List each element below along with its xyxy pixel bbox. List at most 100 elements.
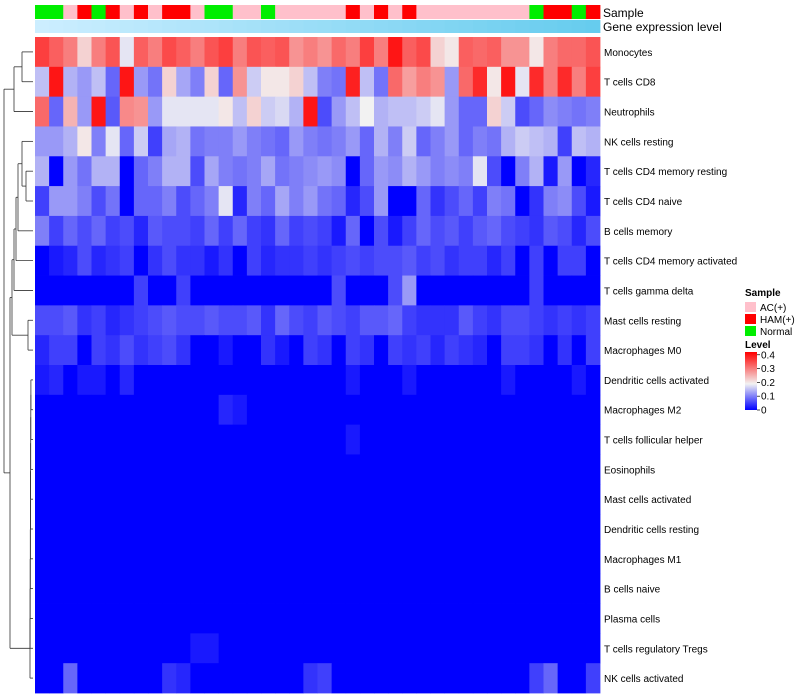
row-label: T cells gamma delta [604, 286, 694, 297]
heatmap-cell [190, 543, 205, 575]
heatmap-cell [345, 305, 361, 336]
heatmap-cell [204, 365, 220, 396]
heatmap-cell [543, 126, 559, 157]
level-legend: Level 0.4 0.3 0.2 0.1 0 [745, 340, 775, 417]
heatmap-cell [289, 365, 304, 396]
heatmap-cell [585, 633, 601, 664]
row-label: Dendritic cells activated [604, 376, 709, 387]
heatmap-cell [246, 424, 262, 455]
heatmap-cell [190, 365, 205, 396]
row-label: T cells CD8 [604, 78, 656, 89]
row-label: T cells follicular helper [604, 436, 703, 447]
heatmap-cell [501, 215, 516, 247]
heatmap-cell [246, 484, 262, 515]
heatmap-cell [190, 156, 205, 187]
heatmap-cell [119, 186, 135, 217]
heatmap-cell [176, 156, 191, 187]
heatmap-cell [331, 394, 347, 426]
heatmap-cell [501, 394, 516, 426]
heatmap-cell [261, 603, 276, 634]
heatmap-cell [472, 215, 488, 247]
heatmap-cell [63, 514, 78, 545]
heatmap-cell [35, 156, 50, 187]
heatmap-cell [585, 215, 601, 247]
row-label: Neutrophils [604, 108, 655, 119]
heatmap-cell [190, 454, 205, 485]
heatmap-cell [91, 275, 107, 306]
row-label: Macrophages M0 [604, 346, 682, 357]
row-label: T cells CD4 memory activated [604, 257, 737, 268]
heatmap-cell [557, 186, 573, 217]
heatmap-cell [472, 335, 488, 366]
heatmap-cell [289, 454, 304, 485]
heatmap-cell [63, 305, 78, 336]
heatmap-cell [444, 514, 460, 545]
heatmap-cell [105, 37, 121, 68]
heatmap-cell [105, 543, 121, 575]
heatmap-cell [63, 186, 78, 217]
gene-level-cell [487, 20, 502, 33]
heatmap-cell [402, 245, 417, 276]
heatmap-cell [35, 484, 50, 515]
heatmap-cell [444, 454, 460, 485]
heatmap-cell [204, 454, 220, 485]
heatmap-cell [388, 394, 403, 426]
heatmap-cell [289, 484, 304, 515]
heatmap-cell [77, 663, 92, 694]
heatmap-cell [345, 186, 361, 217]
heatmap-cell [289, 126, 304, 157]
sample-cell [529, 5, 544, 19]
heatmap-cell [119, 365, 135, 396]
heatmap-cell [317, 394, 333, 426]
heatmap-cell [515, 394, 530, 426]
heatmap-cell [458, 424, 474, 455]
sample-cell [303, 5, 318, 19]
heatmap-cell [430, 424, 446, 455]
heatmap-cell [275, 543, 290, 575]
heatmap-cell [515, 484, 530, 515]
heatmap-cell [374, 424, 389, 455]
heatmap-cell [162, 245, 177, 276]
heatmap-cell [345, 573, 361, 604]
heatmap-cell [388, 156, 403, 187]
heatmap-cell [571, 215, 587, 247]
heatmap-cell [543, 305, 559, 336]
heatmap-cell [176, 543, 191, 575]
heatmap-cell [430, 96, 446, 127]
heatmap-cell [487, 156, 502, 187]
heatmap-cell [261, 573, 276, 604]
heatmap-cell [331, 305, 347, 336]
gene-level-cell [444, 20, 460, 33]
heatmap-cell [359, 454, 375, 485]
heatmap-cell [49, 424, 64, 455]
row-label: Plasma cells [604, 614, 660, 625]
heatmap-cell [515, 275, 530, 306]
sample-cell [317, 5, 333, 19]
heatmap-cell [374, 245, 389, 276]
heatmap-cell [529, 215, 544, 247]
heatmap-cell [261, 484, 276, 515]
row-label: Mast cells resting [604, 316, 681, 327]
heatmap-cell [416, 484, 431, 515]
heatmap-cell [529, 633, 544, 664]
sample-cell [63, 5, 78, 19]
heatmap-cell [176, 66, 191, 98]
heatmap-cell [487, 633, 502, 664]
heatmap-cell [63, 454, 78, 485]
heatmap-cell [218, 633, 234, 664]
gene-level-cell [119, 20, 135, 33]
heatmap-cell [571, 394, 587, 426]
heatmap-cell [444, 633, 460, 664]
heatmap-cell [35, 245, 50, 276]
heatmap-cell [119, 484, 135, 515]
heatmap-cell [501, 126, 516, 157]
level-legend-title: Level [745, 340, 771, 351]
heatmap-cell [218, 96, 234, 127]
heatmap-cell [91, 543, 107, 575]
heatmap-cell [374, 514, 389, 545]
heatmap-cell [232, 454, 248, 485]
heatmap-cell [232, 126, 248, 157]
heatmap-cell [148, 424, 163, 455]
heatmap-cell [232, 603, 248, 634]
sample-cell [91, 5, 107, 19]
